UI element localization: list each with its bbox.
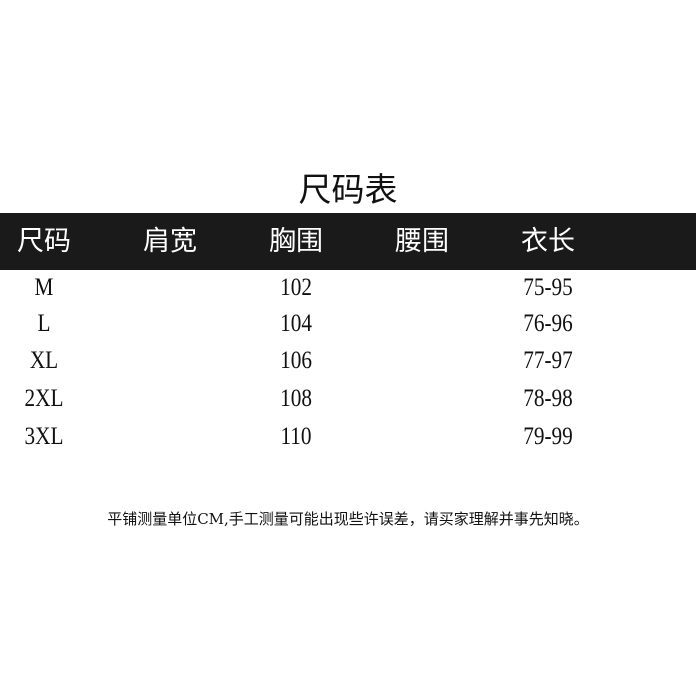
table-row: M 102 75-95 — [0, 270, 696, 306]
table-row: XL 106 77-97 — [0, 343, 696, 379]
cell-length: 78-98 — [523, 385, 573, 412]
cell-size: XL — [29, 347, 59, 374]
header-shoulder: 肩宽 — [143, 226, 197, 257]
cell-size: L — [37, 310, 51, 337]
header-waist: 腰围 — [395, 226, 449, 257]
cell-size: 2XL — [24, 385, 64, 412]
cell-chest: 104 — [280, 310, 312, 337]
header-size: 尺码 — [17, 226, 71, 257]
table-row: 2XL 108 78-98 — [0, 381, 696, 417]
cell-chest: 108 — [280, 385, 312, 412]
header-length: 衣长 — [521, 226, 575, 257]
measurement-note: 平铺测量单位CM,手工测量可能出现些许误差，请买家理解并事先知晓。 — [107, 510, 589, 528]
header-chest: 胸围 — [269, 226, 323, 257]
cell-size: 3XL — [24, 423, 64, 450]
page-title: 尺码表 — [298, 170, 398, 209]
cell-length: 76-96 — [523, 310, 573, 337]
cell-chest: 102 — [280, 274, 312, 301]
table-row: L 104 76-96 — [0, 306, 696, 342]
table-header: 尺码 肩宽 胸围 腰围 衣长 — [0, 213, 696, 270]
cell-length: 75-95 — [523, 274, 573, 301]
cell-chest: 110 — [280, 423, 312, 450]
cell-size: M — [34, 274, 54, 301]
table-row: 3XL 110 79-99 — [0, 419, 696, 455]
cell-length: 79-99 — [523, 423, 573, 450]
cell-length: 77-97 — [523, 347, 573, 374]
cell-chest: 106 — [280, 347, 312, 374]
